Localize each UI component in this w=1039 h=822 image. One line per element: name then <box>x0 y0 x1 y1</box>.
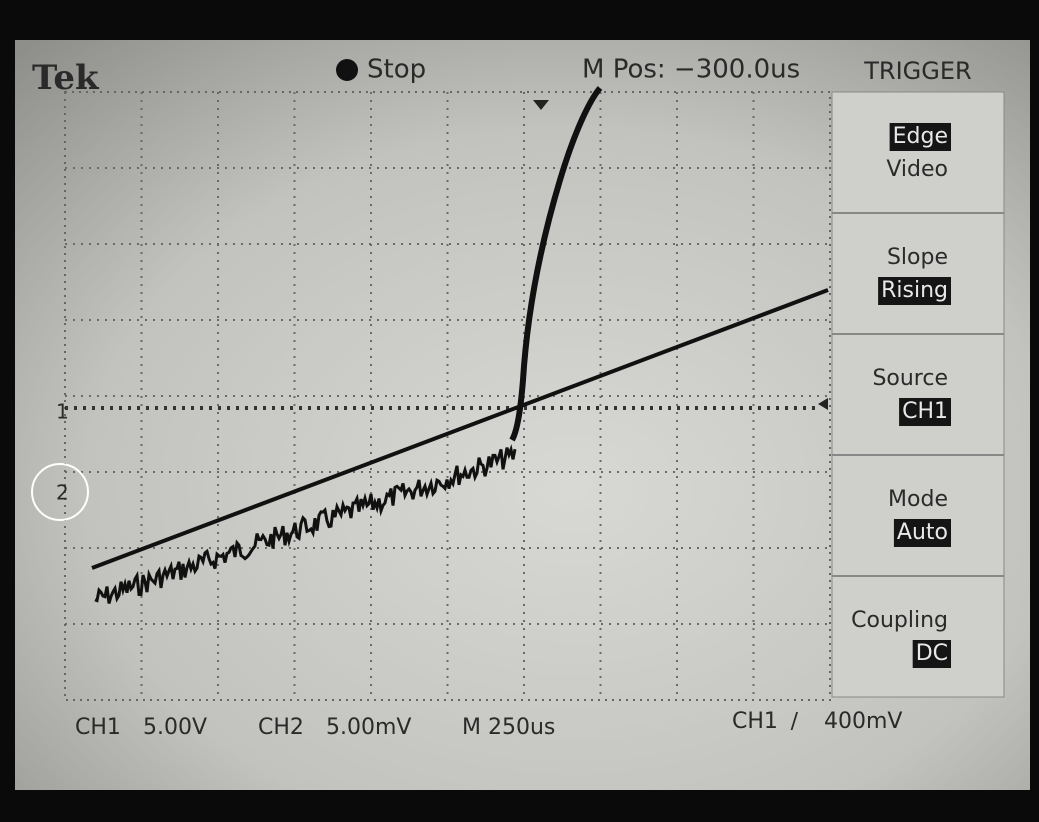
menu-bottom: Video <box>886 157 948 182</box>
ch1-marker: 1 <box>56 400 69 424</box>
trigger-slope-icon: ∕ <box>791 709 799 734</box>
menu-top: Edge <box>893 124 948 149</box>
menu-bottom: Rising <box>881 278 948 303</box>
trigger-level: 400mV <box>824 709 902 734</box>
status-dot <box>336 59 358 81</box>
time-scale: M 250us <box>462 715 555 740</box>
ch1-scale: 5.00V <box>143 715 207 740</box>
oscilloscope-photo: Tek Stop M Pos: −300.0us TRIGGER 1 2 Edg… <box>0 0 1039 822</box>
status: Stop <box>367 55 426 85</box>
menu-panel <box>832 92 1004 697</box>
ch2-label: CH2 <box>258 715 304 740</box>
menu-top: Coupling <box>851 608 948 633</box>
ch2-marker: 2 <box>56 481 69 505</box>
menu-bottom: CH1 <box>902 399 948 424</box>
menu-top: Mode <box>888 487 948 512</box>
position: M Pos: −300.0us <box>582 55 800 85</box>
trigger-source: CH1 <box>732 709 778 734</box>
menu-bottom: DC <box>916 641 948 666</box>
menu-title: TRIGGER <box>863 57 971 85</box>
menu-top: Slope <box>887 245 948 270</box>
menu-top: Source <box>872 366 948 391</box>
ch2-scale: 5.00mV <box>326 715 411 740</box>
screen: Tek Stop M Pos: −300.0us TRIGGER 1 2 Edg… <box>0 0 1039 822</box>
brand: Tek <box>32 58 100 98</box>
ch1-label: CH1 <box>75 715 121 740</box>
menu-bottom: Auto <box>897 520 948 545</box>
